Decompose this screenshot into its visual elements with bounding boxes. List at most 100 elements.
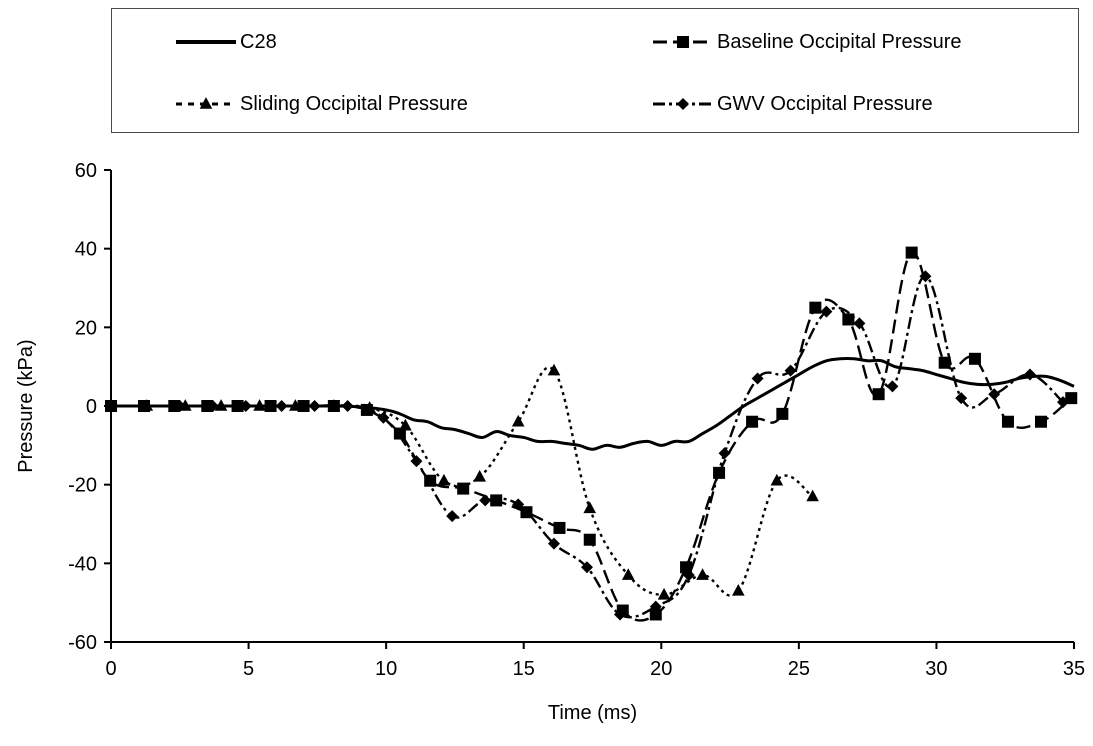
y-tick-label: -40: [68, 553, 97, 575]
data-point-baseline-occipital-pressure-28: [1001, 415, 1014, 428]
x-tick-label: 0: [105, 658, 116, 680]
x-tick-label: 15: [513, 658, 535, 680]
data-point-sliding-occipital-pressure-6: [327, 399, 341, 411]
data-point-sliding-occipital-pressure-8: [399, 418, 412, 431]
data-point-gwv-occipital-pressure-24: [919, 270, 932, 283]
legend-item-c28: C28: [174, 25, 277, 59]
data-point-gwv-occipital-pressure-17: [682, 569, 695, 582]
data-point-baseline-occipital-pressure-29: [1034, 415, 1047, 428]
data-point-gwv-occipital-pressure-8: [377, 411, 390, 424]
data-point-baseline-occipital-pressure-22: [809, 301, 822, 314]
legend-marker: [199, 97, 213, 109]
series-line-sliding-occipital-pressure: [111, 366, 814, 597]
data-point-gwv-occipital-pressure-15: [614, 608, 627, 621]
x-tick-label: 30: [925, 658, 947, 680]
data-point-baseline-occipital-pressure-5: [264, 400, 277, 412]
data-point-sliding-occipital-pressure-13: [583, 501, 597, 514]
data-point-baseline-occipital-pressure-26: [938, 356, 951, 369]
y-tick-label: 40: [75, 239, 97, 261]
data-point-baseline-occipital-pressure-14: [553, 521, 566, 534]
data-point-gwv-occipital-pressure-14: [580, 561, 593, 574]
data-point-gwv-occipital-pressure-23: [886, 380, 899, 393]
data-point-gwv-occipital-pressure-3: [206, 400, 219, 412]
series-baseline-occipital-pressure: [105, 246, 1078, 622]
legend-label-sliding: Sliding Occipital Pressure: [240, 92, 468, 115]
data-point-gwv-occipital-pressure-16: [649, 600, 662, 613]
legend-item-baseline: Baseline Occipital Pressure: [651, 25, 962, 59]
data-point-baseline-occipital-pressure-12: [490, 494, 503, 507]
legend-item-sliding: Sliding Occipital Pressure: [174, 87, 468, 121]
data-point-baseline-occipital-pressure-27: [968, 352, 981, 365]
data-point-gwv-occipital-pressure-26: [988, 388, 1001, 401]
data-point-sliding-occipital-pressure-19: [806, 489, 819, 502]
legend-label-gwv: GWV Occipital Pressure: [717, 92, 933, 115]
legend-swatch-gwv: [653, 98, 713, 110]
series-c28: [111, 357, 1075, 451]
data-point-sliding-occipital-pressure-9: [437, 473, 451, 486]
y-axis-title: Pressure (kPa): [15, 339, 37, 472]
axes: -60 -40 -20 0 20 40 60 0 5 10 15 20 25 30 35: [68, 160, 1085, 680]
data-point-baseline-occipital-pressure-24: [872, 388, 885, 401]
x-tick-label: 5: [243, 658, 254, 680]
data-point-gwv-occipital-pressure-25: [955, 392, 968, 405]
data-point-baseline-occipital-pressure-30: [1065, 392, 1078, 405]
data-point-gwv-occipital-pressure-4: [239, 400, 252, 412]
legend-item-gwv: GWV Occipital Pressure: [651, 87, 933, 121]
data-point-baseline-occipital-pressure-20: [746, 415, 759, 428]
x-tick-label: 35: [1063, 658, 1085, 680]
legend-marker: [677, 36, 689, 48]
x-tick-label: 25: [788, 658, 810, 680]
data-point-sliding-occipital-pressure-17: [732, 583, 745, 596]
data-point-baseline-occipital-pressure-21: [776, 407, 789, 420]
legend-label-c28: C28: [240, 30, 277, 53]
y-tick-label: 0: [86, 396, 97, 418]
legend-label-baseline: Baseline Occipital Pressure: [717, 30, 962, 53]
data-point-gwv-occipital-pressure-10: [446, 510, 459, 523]
legend-swatch-baseline: [653, 36, 713, 48]
data-point-baseline-occipital-pressure-23: [842, 313, 855, 326]
data-point-sliding-occipital-pressure-14: [621, 568, 635, 580]
data-point-gwv-occipital-pressure-18: [718, 447, 731, 460]
data-point-gwv-occipital-pressure-19: [751, 372, 764, 385]
data-point-sliding-occipital-pressure-15: [657, 587, 671, 600]
plot-area: [104, 246, 1078, 622]
data-point-sliding-occipital-pressure-16: [696, 568, 709, 580]
data-point-gwv-occipital-pressure-21: [820, 305, 833, 318]
data-point-baseline-occipital-pressure-17: [649, 608, 662, 621]
data-point-gwv-occipital-pressure-20: [784, 364, 797, 377]
series-sliding-occipital-pressure: [104, 363, 819, 600]
data-point-gwv-occipital-pressure-22: [853, 317, 866, 330]
data-point-gwv-occipital-pressure-6: [308, 400, 321, 412]
data-point-gwv-occipital-pressure-12: [512, 498, 525, 511]
data-point-gwv-occipital-pressure-2: [173, 400, 186, 412]
data-point-sliding-occipital-pressure-10: [473, 469, 486, 482]
data-point-gwv-occipital-pressure-5: [275, 400, 288, 412]
legend-marker: [677, 98, 689, 110]
x-axis-title: Time (ms): [548, 702, 637, 724]
data-point-sliding-occipital-pressure-18: [770, 473, 784, 486]
x-tick-label: 10: [375, 658, 397, 680]
data-point-gwv-occipital-pressure-1: [138, 400, 151, 412]
data-point-gwv-occipital-pressure-13: [547, 537, 560, 550]
data-point-baseline-occipital-pressure-15: [583, 533, 596, 546]
x-tick-label: 20: [650, 658, 672, 680]
legend-swatch-sliding: [176, 97, 236, 109]
data-point-gwv-occipital-pressure-11: [479, 494, 492, 507]
series-line-c28: [111, 357, 1075, 451]
data-point-sliding-occipital-pressure-11: [511, 414, 525, 427]
data-point-baseline-occipital-pressure-25: [905, 246, 918, 259]
series-line-baseline-occipital-pressure: [111, 251, 1073, 622]
data-point-gwv-occipital-pressure-28: [1056, 396, 1069, 409]
y-tick-label: -60: [68, 632, 97, 654]
data-point-gwv-occipital-pressure-7: [341, 400, 354, 412]
data-point-gwv-occipital-pressure-27: [1023, 368, 1036, 381]
data-point-sliding-occipital-pressure-12: [547, 363, 561, 376]
legend-swatch-c28: [176, 40, 236, 44]
y-tick-label: -20: [68, 475, 97, 497]
data-point-baseline-occipital-pressure-11: [457, 482, 470, 495]
legend: C28 Baseline Occipital Pressure Sliding …: [111, 8, 1079, 133]
data-point-gwv-occipital-pressure-9: [410, 455, 423, 468]
y-tick-label: 60: [75, 160, 97, 182]
y-tick-label: 20: [75, 317, 97, 339]
